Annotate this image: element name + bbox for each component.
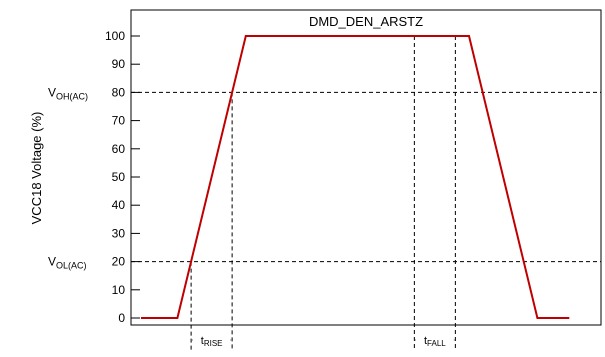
series-line xyxy=(141,35,570,319)
interval-label-bg xyxy=(192,332,231,346)
interval-label-bg xyxy=(415,332,454,346)
y-tick-label: 20 xyxy=(112,255,126,269)
y-tick-label: 30 xyxy=(112,226,126,240)
y-tick-label: 70 xyxy=(112,114,126,128)
y-tick-label: 60 xyxy=(112,142,126,156)
y-tick-label: 80 xyxy=(112,85,126,99)
y-tick-label: 90 xyxy=(112,57,126,71)
y-tick-label: 50 xyxy=(112,170,126,184)
interval-label: tRISE xyxy=(201,335,223,348)
chart-title: DMD_DEN_ARSTZ xyxy=(309,14,423,29)
interval-label: tFALL xyxy=(424,335,446,348)
y-axis-label: VCC18 Voltage (%) xyxy=(29,112,44,225)
y-tick-label: 100 xyxy=(105,29,125,43)
y-tick-label: 40 xyxy=(112,198,126,212)
plot-frame xyxy=(130,9,602,326)
y-tick-label: 10 xyxy=(112,283,126,297)
reference-label: VOH(AC) xyxy=(48,85,88,101)
reference-label: VOL(AC) xyxy=(48,255,87,271)
y-tick-label: 0 xyxy=(118,311,125,325)
